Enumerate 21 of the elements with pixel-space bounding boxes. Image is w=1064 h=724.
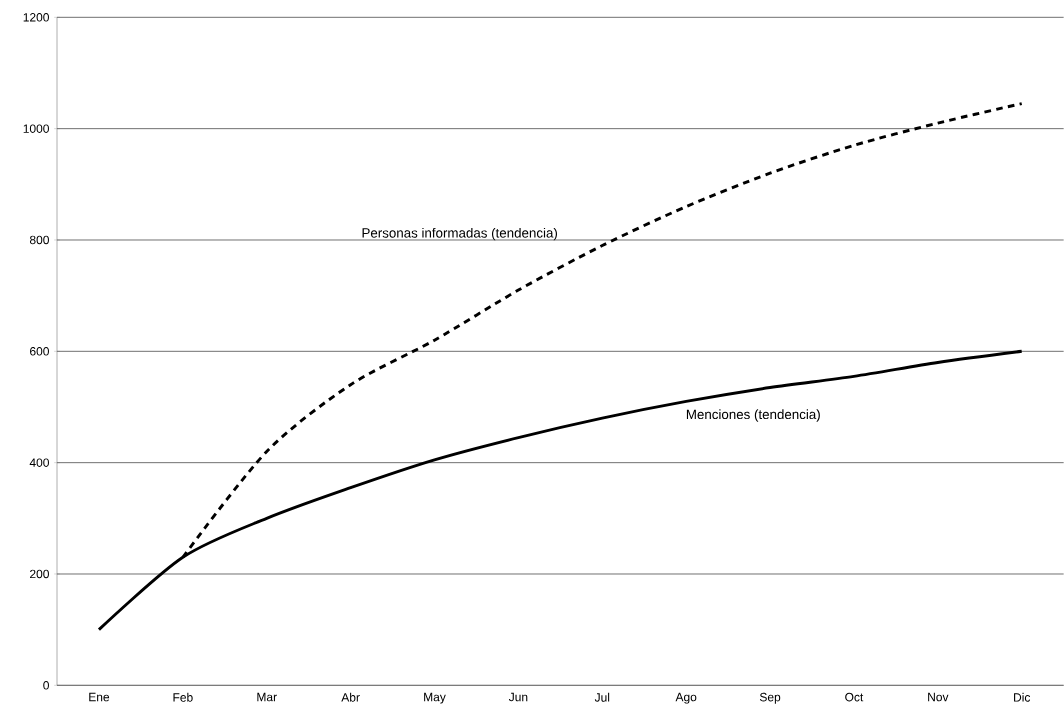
x-tick-label: Nov — [928, 692, 949, 702]
x-tick-label: Mar — [257, 692, 277, 702]
y-tick-label: 200 — [30, 569, 49, 579]
y-tick-label: 1200 — [23, 13, 49, 22]
x-tick-label: Sep — [759, 692, 781, 704]
x-tick-label: May — [424, 692, 446, 704]
x-tick-label: Dic — [1014, 692, 1031, 702]
y-tick-label: 600 — [30, 347, 49, 356]
x-tick-label: Jul — [594, 692, 610, 702]
x-tick-label: Oct — [845, 692, 864, 702]
y-tick-label: 400 — [29, 458, 49, 467]
x-tick-label: Feb — [173, 692, 193, 702]
x-tick-label: Ene — [89, 692, 110, 702]
x-tick-label: Ago — [675, 692, 697, 704]
x-tick-label: Abr — [341, 692, 360, 702]
series-label: Menciones (tendencia) — [686, 409, 820, 422]
y-tick-label: 800 — [29, 235, 49, 245]
x-tick-label: Jun — [508, 692, 528, 702]
y-tick-label: 0 — [43, 681, 49, 690]
y-tick-label: 1000 — [23, 124, 49, 133]
series-label: Personas informadas (tendencia) — [362, 227, 558, 241]
